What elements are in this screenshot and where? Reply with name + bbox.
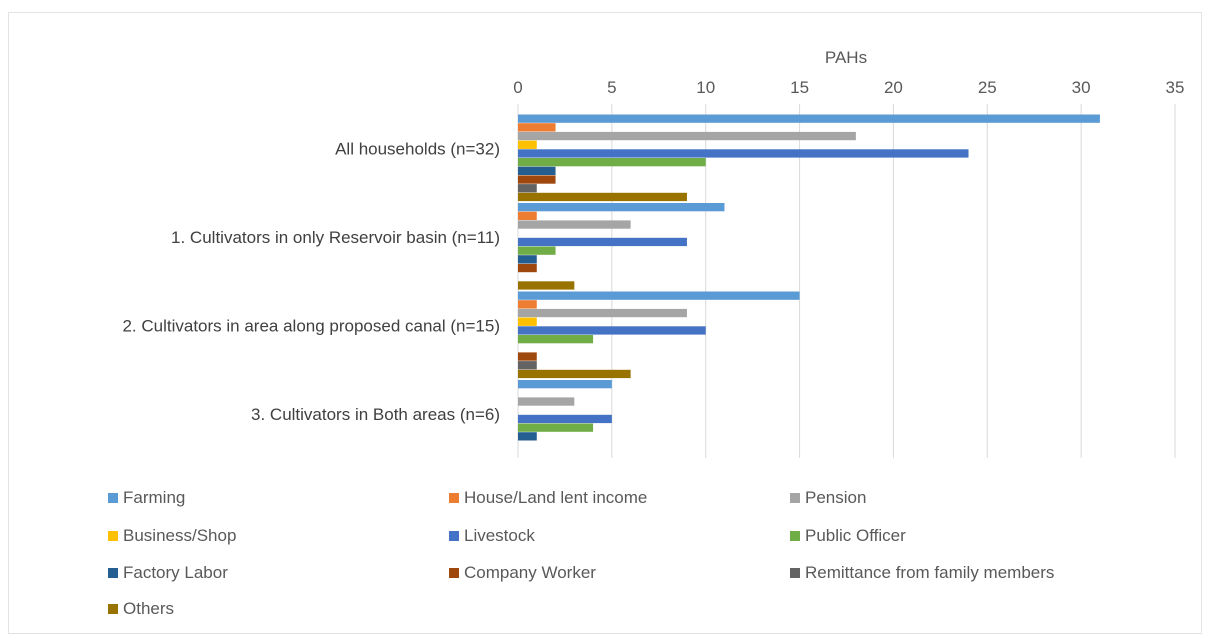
category-label: 2. Cultivators in area along proposed ca… <box>122 316 500 335</box>
legend-swatch <box>449 568 459 578</box>
bar <box>518 255 537 264</box>
legend-swatch <box>108 493 118 503</box>
bar <box>518 326 706 335</box>
category-labels: All households (n=32) 1. Cultivators in o… <box>122 139 500 424</box>
legend-swatch <box>108 604 118 614</box>
legend-label: Public Officer <box>805 526 906 545</box>
bar <box>518 291 800 300</box>
bar <box>518 352 537 361</box>
legend-swatch <box>449 531 459 541</box>
bar <box>518 149 969 158</box>
legend-label: Farming <box>123 488 185 507</box>
bar <box>518 414 612 424</box>
legend-label: Livestock <box>464 526 535 545</box>
bar <box>518 140 537 149</box>
bar <box>518 211 537 220</box>
bar <box>518 184 537 193</box>
bar <box>518 175 556 184</box>
bar <box>518 308 687 318</box>
bar <box>518 220 631 229</box>
bar <box>518 432 537 441</box>
legend-label: Remittance from family members <box>805 563 1054 582</box>
bar <box>518 423 594 432</box>
x-tick-label: 5 <box>607 78 616 97</box>
bar <box>518 380 612 389</box>
x-tick-label: 25 <box>978 78 997 97</box>
x-tick-label: 35 <box>1166 78 1185 97</box>
bar <box>518 131 856 141</box>
legend-swatch <box>108 568 118 578</box>
legend-swatch <box>449 493 459 503</box>
x-tick-label: 30 <box>1072 78 1091 97</box>
x-tick-label: 0 <box>513 78 522 97</box>
bar <box>518 263 537 273</box>
bar <box>518 237 687 247</box>
x-axis-title: PAHs <box>825 48 867 67</box>
bar <box>518 123 556 132</box>
bar <box>518 114 1100 123</box>
bar <box>518 192 687 202</box>
legend-swatch <box>108 531 118 541</box>
bar <box>518 158 706 167</box>
bar <box>518 281 575 290</box>
legend-swatch <box>790 493 800 503</box>
legend-label: Others <box>123 599 174 618</box>
legend: Farming House/Land lent income Pension Busi… <box>108 488 1054 618</box>
bar <box>518 166 556 175</box>
legend-label: Business/Shop <box>123 526 236 545</box>
category-label: 3. Cultivators in Both areas (n=6) <box>251 405 500 424</box>
x-tick-label: 20 <box>884 78 903 97</box>
category-label: 1. Cultivators in only Reservoir basin (… <box>171 228 500 247</box>
x-tick-labels: 0 5 10 15 20 25 30 35 <box>513 78 1184 97</box>
bar <box>518 369 631 379</box>
legend-label: Pension <box>805 488 866 507</box>
category-label: All households (n=32) <box>335 139 500 158</box>
legend-label: Factory Labor <box>123 563 228 582</box>
bar <box>518 335 594 344</box>
bar <box>518 246 556 255</box>
bar <box>518 203 725 212</box>
bar <box>518 300 537 309</box>
bar <box>518 361 537 370</box>
bar <box>518 397 575 406</box>
legend-swatch <box>790 531 800 541</box>
bar <box>518 317 537 326</box>
x-tick-label: 15 <box>790 78 809 97</box>
x-tick-label: 10 <box>696 78 715 97</box>
legend-label: Company Worker <box>464 563 596 582</box>
legend-label: House/Land lent income <box>464 488 647 507</box>
legend-swatch <box>790 568 800 578</box>
bars <box>518 114 1100 441</box>
